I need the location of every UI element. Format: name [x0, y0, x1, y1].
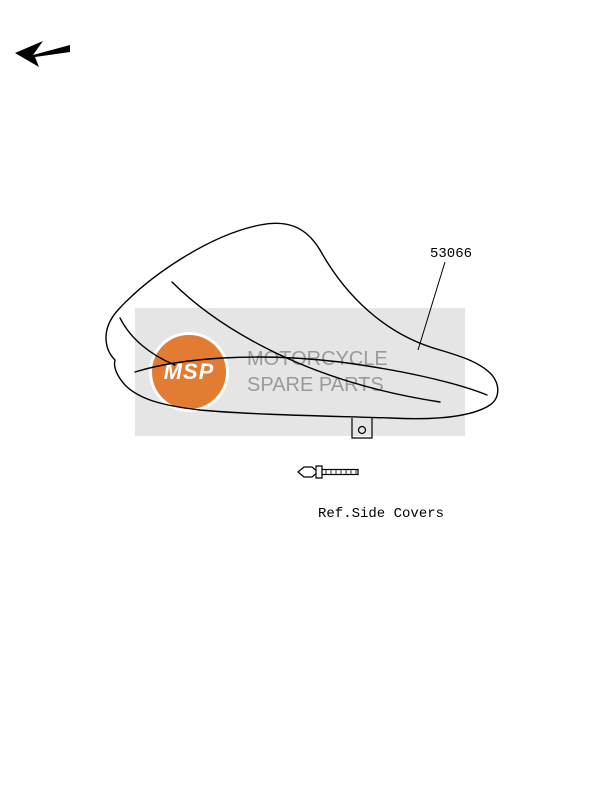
parts-drawing: [0, 0, 600, 800]
callout-line: [418, 262, 445, 350]
reference-label: Ref.Side Covers: [318, 506, 444, 522]
part-number-label: 53066: [430, 246, 472, 262]
diagram-canvas: MSP MOTORCYCLE SPARE PARTS 53066 Ref.Sid…: [0, 0, 600, 800]
bolt-icon: [298, 466, 358, 478]
mounting-bracket: [352, 418, 372, 438]
